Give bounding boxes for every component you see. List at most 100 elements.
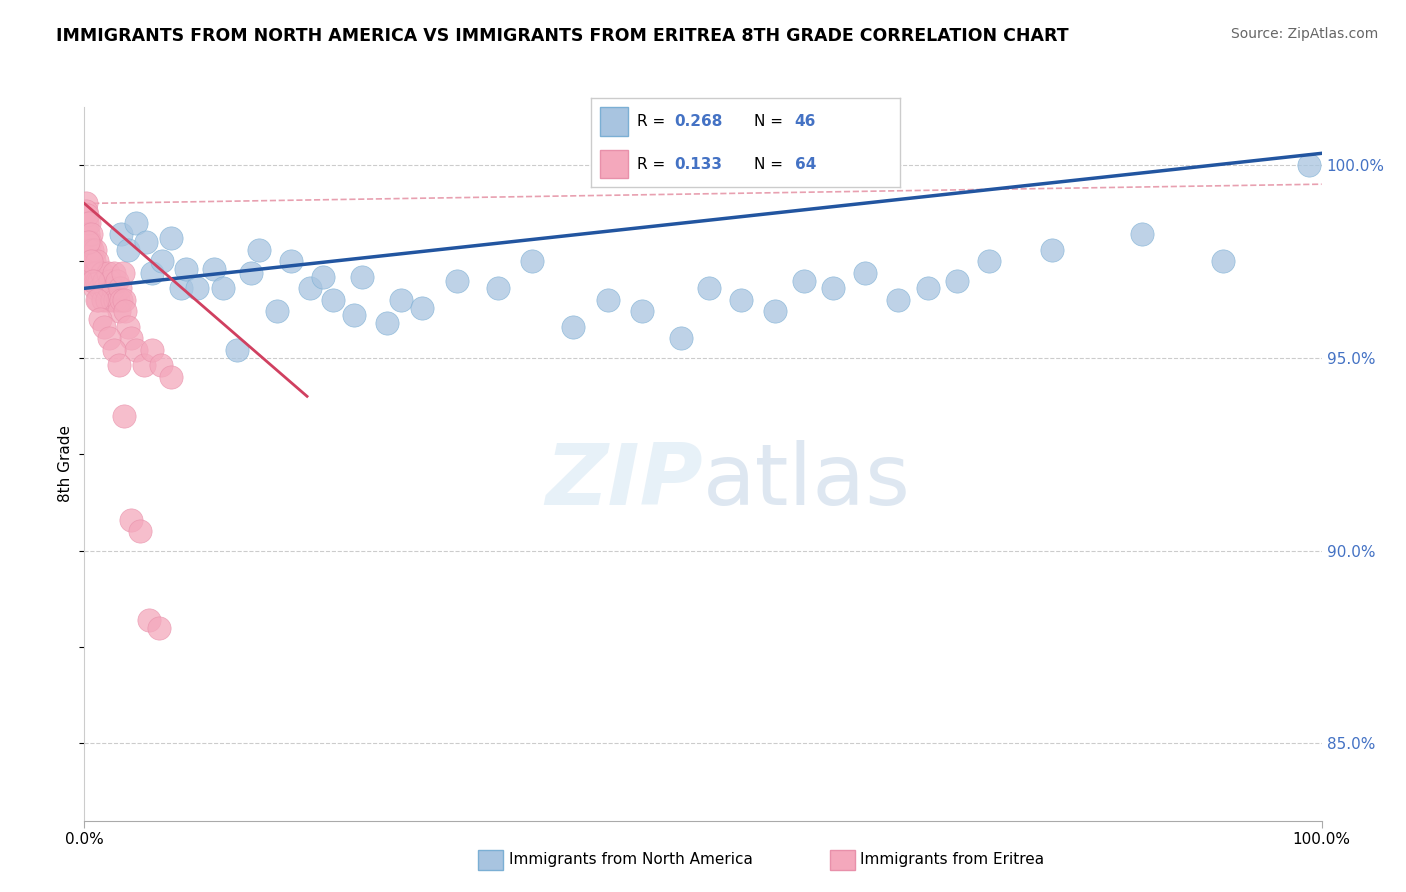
Point: [100, 293, 122, 307]
Point: [105, 274, 128, 288]
Text: N =: N =: [755, 114, 789, 128]
Point: [84, 266, 107, 280]
Point: [298, 281, 321, 295]
Point: [138, 613, 160, 627]
Point: [1212, 254, 1234, 268]
Point: [86, 274, 108, 288]
Point: [111, 266, 134, 280]
Point: [132, 359, 155, 373]
Point: [150, 359, 173, 373]
Text: atlas: atlas: [703, 440, 911, 524]
Point: [1298, 158, 1320, 172]
Point: [91, 293, 114, 307]
Point: [174, 262, 197, 277]
Point: [98, 274, 121, 288]
Point: [150, 254, 173, 268]
Point: [98, 281, 121, 295]
Point: [763, 304, 786, 318]
Point: [917, 281, 939, 295]
Point: [120, 331, 142, 345]
Point: [97, 266, 120, 280]
Text: 64: 64: [794, 157, 815, 171]
Point: [322, 293, 344, 307]
Text: R =: R =: [637, 114, 671, 128]
Point: [112, 293, 135, 307]
Text: 46: 46: [794, 114, 815, 128]
Point: [76, 208, 98, 222]
Point: [110, 293, 132, 307]
Bar: [600, 150, 627, 178]
Point: [108, 304, 131, 318]
Point: [107, 293, 129, 307]
Text: Source: ZipAtlas.com: Source: ZipAtlas.com: [1230, 27, 1378, 41]
Point: [90, 266, 112, 280]
Text: N =: N =: [755, 157, 789, 171]
Text: 0.133: 0.133: [673, 157, 723, 171]
Point: [148, 621, 170, 635]
Point: [343, 309, 366, 323]
Point: [117, 319, 139, 334]
Point: [125, 343, 148, 357]
Point: [141, 266, 163, 280]
Point: [669, 331, 692, 345]
Point: [79, 243, 101, 257]
Point: [977, 254, 1000, 268]
Point: [853, 266, 876, 280]
Point: [80, 227, 103, 242]
Point: [86, 254, 108, 268]
Point: [125, 216, 148, 230]
Point: [240, 266, 263, 280]
Point: [75, 204, 97, 219]
Point: [562, 319, 585, 334]
Point: [377, 316, 399, 330]
Point: [79, 254, 101, 268]
Point: [98, 331, 121, 345]
Point: [312, 269, 335, 284]
Point: [186, 281, 208, 295]
Point: [730, 293, 752, 307]
Point: [117, 243, 139, 257]
Point: [93, 319, 115, 334]
Point: [77, 235, 100, 249]
Text: Immigrants from North America: Immigrants from North America: [509, 853, 752, 867]
Y-axis label: 8th Grade: 8th Grade: [58, 425, 73, 502]
Point: [89, 312, 111, 326]
Point: [104, 293, 127, 307]
Point: [486, 281, 509, 295]
Point: [110, 227, 132, 242]
Point: [411, 301, 433, 315]
Point: [101, 281, 124, 295]
Point: [110, 281, 132, 295]
Point: [77, 227, 100, 242]
Point: [225, 343, 247, 357]
Point: [129, 524, 152, 539]
Point: [77, 216, 100, 230]
Point: [76, 216, 98, 230]
Point: [83, 266, 105, 280]
Point: [697, 281, 720, 295]
Point: [83, 254, 105, 268]
Point: [160, 231, 183, 245]
Point: [821, 281, 844, 295]
Point: [160, 370, 183, 384]
Point: [945, 274, 967, 288]
Point: [1040, 243, 1063, 257]
Point: [170, 281, 193, 295]
Point: [79, 235, 101, 249]
Point: [82, 274, 104, 288]
Point: [79, 254, 101, 268]
Text: R =: R =: [637, 157, 671, 171]
Point: [389, 293, 412, 307]
Point: [80, 266, 103, 280]
Point: [94, 281, 117, 295]
Point: [112, 409, 135, 423]
Point: [247, 243, 270, 257]
Point: [350, 269, 373, 284]
Text: ZIP: ZIP: [546, 440, 703, 524]
Bar: [600, 107, 627, 136]
Point: [89, 274, 111, 288]
Point: [120, 513, 142, 527]
Point: [596, 293, 619, 307]
Point: [82, 274, 104, 288]
Point: [84, 281, 107, 295]
